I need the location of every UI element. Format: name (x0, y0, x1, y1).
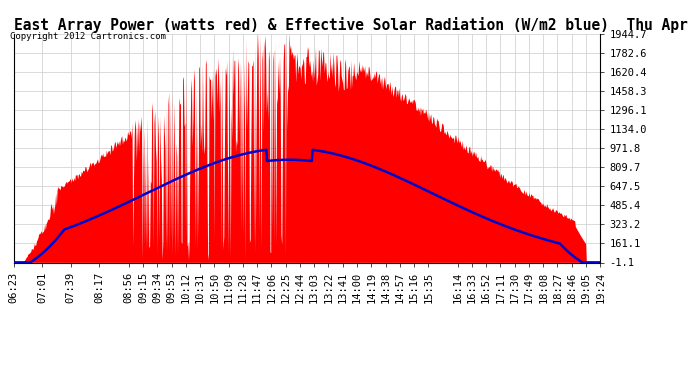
Text: Copyright 2012 Cartronics.com: Copyright 2012 Cartronics.com (10, 32, 166, 41)
Text: East Array Power (watts red) & Effective Solar Radiation (W/m2 blue)  Thu Apr 5 : East Array Power (watts red) & Effective… (14, 16, 690, 33)
